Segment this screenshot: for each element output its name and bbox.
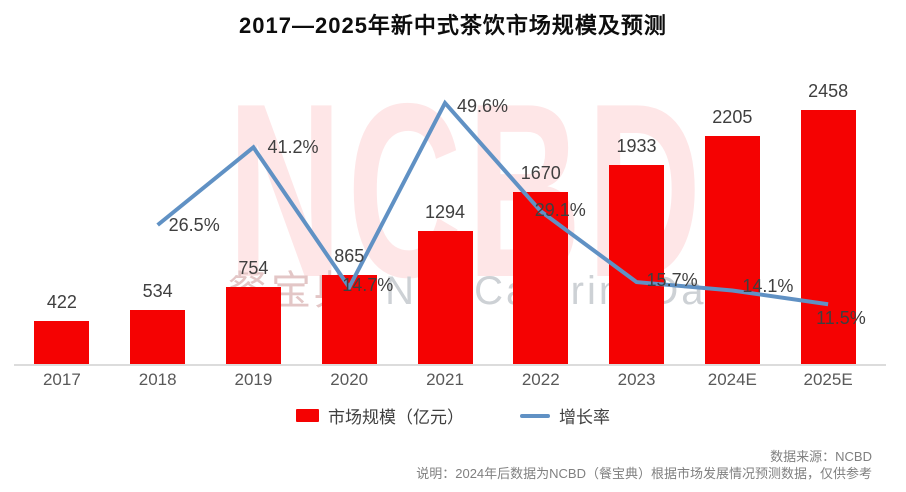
x-axis-label-2025E: 2025E — [803, 370, 853, 389]
growth-rate-label-2025E: 11.5% — [816, 308, 866, 329]
bar-2019 — [225, 286, 281, 365]
growth-rate-label-2019: 41.2% — [267, 137, 319, 158]
chart-title: 2017—2025年新中式茶饮市场规模及预测 — [239, 13, 667, 38]
bar-value-label-2017: 422 — [46, 292, 77, 313]
x-axis-label-2021: 2021 — [426, 370, 464, 389]
legend: 市场规模（亿元） 增长率 — [0, 403, 906, 428]
line-swatch-icon — [520, 413, 550, 418]
bar-value-label-2021: 1294 — [424, 201, 466, 222]
bar-2022 — [513, 191, 569, 365]
growth-rate-label-2021: 49.6% — [457, 95, 509, 116]
growth-rate-label-2023: 15.7% — [646, 270, 698, 291]
x-axis-label-2019: 2019 — [234, 370, 273, 389]
x-axis-label-2017: 2017 — [42, 370, 81, 389]
x-axis-line — [14, 364, 886, 366]
bar-value-label-2023: 1933 — [616, 135, 657, 156]
legend-bar-label: 市场规模（亿元） — [328, 408, 464, 427]
data-source-text: 数据来源：NCBD — [770, 449, 872, 464]
growth-rate-label-2018: 26.5% — [168, 215, 220, 235]
bar-value-label-2025E: 2458 — [808, 81, 849, 102]
bar-2021 — [417, 230, 473, 365]
bar-2025E — [800, 110, 856, 365]
bar-value-label-2020: 865 — [334, 246, 365, 267]
bar-value-label-2019: 754 — [238, 257, 269, 278]
bar-value-label-2022: 1670 — [520, 162, 561, 183]
bar-swatch-icon — [296, 409, 319, 422]
growth-rate-polyline — [156, 99, 829, 307]
growth-rate-label-2020: 14.7% — [342, 275, 394, 296]
x-axis-label-2020: 2020 — [330, 370, 369, 389]
legend-item-growth-rate: 增长率 — [520, 403, 610, 428]
x-axis-label-2024E: 2024E — [707, 370, 757, 389]
bar-value-label-2024E: 2205 — [712, 107, 753, 128]
bar-value-label-2018: 534 — [142, 280, 173, 301]
x-axis-label-2022: 2022 — [521, 370, 560, 389]
growth-rate-label-2022: 29.1% — [534, 200, 586, 221]
legend-item-market-size: 市场规模（亿元） — [296, 403, 464, 428]
bar-2023 — [609, 164, 665, 365]
bar-2017 — [34, 321, 90, 365]
footnote-text: 说明：2024年后数据为NCBD（餐宝典）根据市场发展情况预测数据，仅供参考 — [416, 466, 872, 481]
x-axis-label-2018: 2018 — [138, 370, 177, 389]
x-axis-label-2023: 2023 — [617, 370, 656, 389]
bar-2018 — [130, 309, 186, 365]
growth-rate-label-2024E: 14.1% — [742, 275, 794, 296]
legend-line-label: 增长率 — [559, 408, 610, 427]
bar-2024E — [704, 136, 760, 365]
